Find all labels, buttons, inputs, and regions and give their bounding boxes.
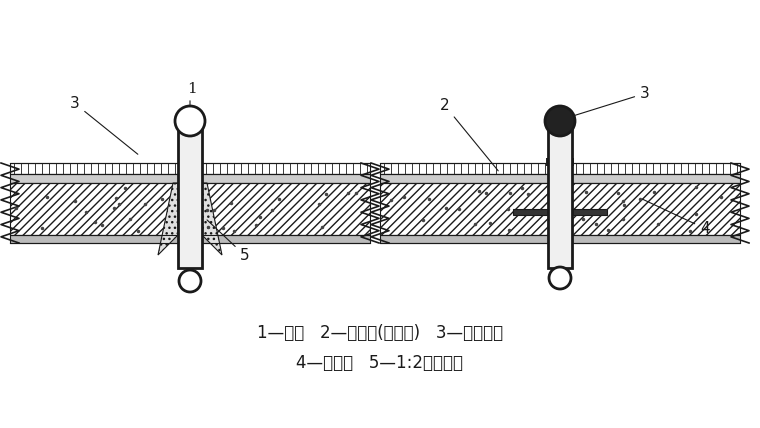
Text: 4—止水带   5—1:2水泥砂浆: 4—止水带 5—1:2水泥砂浆 [296,354,464,372]
Text: 5: 5 [207,220,249,263]
Text: 2: 2 [440,98,499,171]
Bar [10,163,178,174]
Text: 4: 4 [642,199,710,236]
Bar [380,235,548,243]
Bar [380,163,548,174]
Bar [202,235,370,243]
Bar [10,174,178,183]
Bar [572,174,740,183]
Circle shape [179,270,201,292]
Circle shape [545,106,575,136]
Bar [513,208,607,214]
Bar [202,174,370,183]
Bar [10,235,178,243]
Circle shape [549,267,571,289]
Text: 3: 3 [70,96,138,154]
Bar [380,183,548,235]
Bar [572,163,740,174]
Bar [380,174,548,183]
Bar [548,128,572,268]
Bar [202,183,370,235]
Text: 3: 3 [562,86,650,119]
Text: 1—面层   2—找平层(防水层)   3—密封材料: 1—面层 2—找平层(防水层) 3—密封材料 [257,324,503,342]
Bar [546,158,574,166]
Polygon shape [202,183,222,255]
Polygon shape [158,183,178,255]
Text: 1: 1 [187,82,197,96]
Bar [178,128,202,268]
Circle shape [175,106,205,136]
Bar [10,183,178,235]
Bar [572,183,740,235]
Bar [202,163,370,174]
Bar [572,235,740,243]
